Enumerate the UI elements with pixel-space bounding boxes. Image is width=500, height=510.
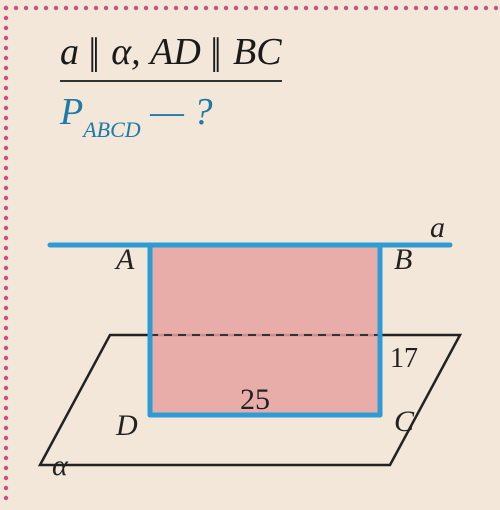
sym-comma: , (131, 31, 150, 73)
sym-a: a (60, 31, 79, 73)
label-B: B (394, 243, 412, 277)
find-line: PABCD — ? (60, 90, 282, 139)
value-BC-17: 17 (390, 343, 418, 375)
sym-parallel-1: || (89, 31, 102, 73)
dot-border-top (2, 4, 498, 12)
label-A: A (116, 243, 134, 277)
sym-parallel-2: || (210, 31, 223, 73)
label-C: C (394, 405, 414, 439)
given-line: a || α, AD || BC (60, 30, 282, 82)
dot-border-left (2, 4, 10, 506)
value-DC-25: 25 (240, 383, 270, 417)
sym-BC: BC (233, 31, 282, 73)
sym-P-sub: ABCD (83, 117, 140, 142)
sym-alpha: α (111, 31, 131, 73)
label-line-a: a (430, 211, 445, 245)
sym-P: P (60, 91, 83, 133)
problem-statement: a || α, AD || BC PABCD — ? (60, 30, 282, 139)
page-root: a || α, AD || BC PABCD — ? (0, 0, 500, 510)
sym-P-rest: — ? (141, 91, 213, 133)
label-alpha: α (52, 449, 68, 483)
diagram: a A B C D α 17 25 (20, 185, 480, 505)
sym-AD: AD (150, 31, 201, 73)
label-D: D (116, 409, 138, 443)
